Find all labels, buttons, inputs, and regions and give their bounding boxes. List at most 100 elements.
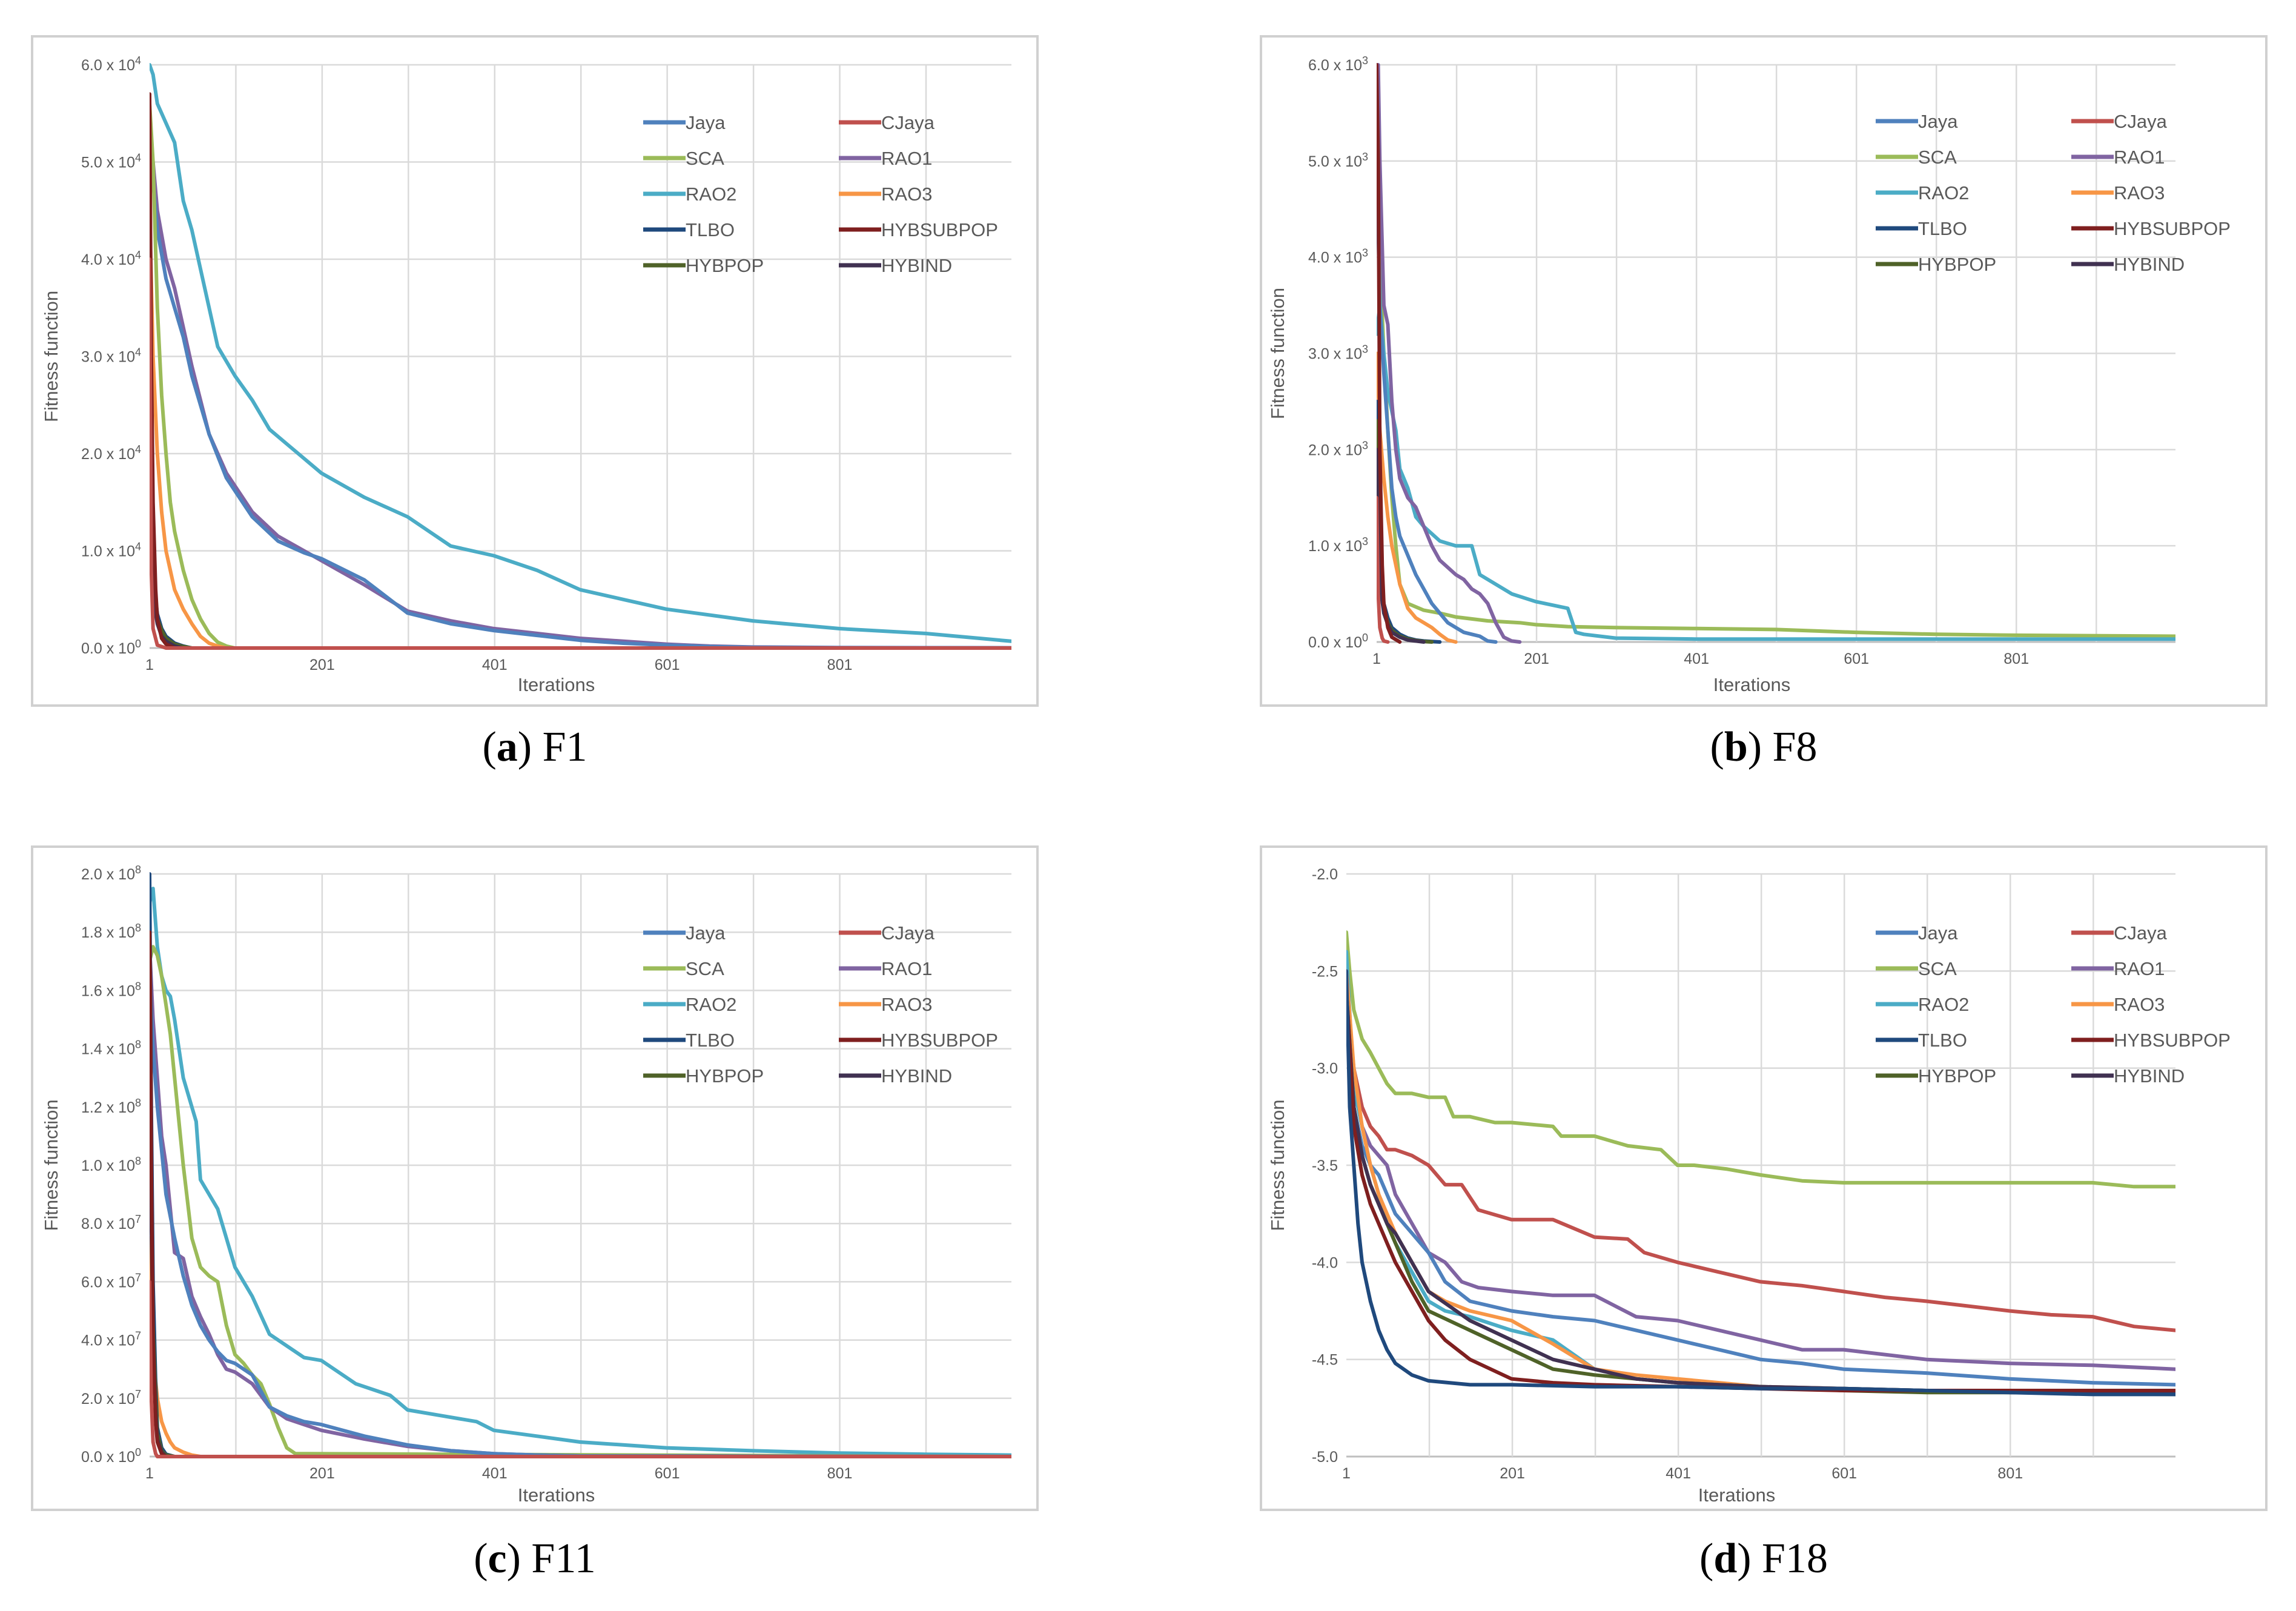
legend-label-hybsubpop: HYBSUBPOP bbox=[881, 1030, 998, 1051]
y-tick-label: 0.0 x 100 bbox=[81, 1446, 141, 1466]
y-tick-label: 0.0 x 100 bbox=[81, 638, 141, 657]
legend-label-rao1: RAO1 bbox=[2114, 958, 2165, 979]
legend-label-hybpop: HYBPOP bbox=[686, 255, 764, 276]
chart-frame bbox=[31, 35, 1039, 707]
x-tick-label: 601 bbox=[1844, 650, 1869, 667]
line-chart-a: 0.0 x 100 1.0 x 104 2.0 x 104 3.0 x 104 4.0 … bbox=[31, 35, 1039, 770]
series-line-rao3 bbox=[150, 208, 1011, 650]
y-tick-label: 2.0 x 107 bbox=[81, 1388, 141, 1408]
legend-label-jaya: Jaya bbox=[1918, 922, 1958, 944]
y-tick-label: 5.0 x 104 bbox=[81, 152, 141, 171]
legend-label-rao1: RAO1 bbox=[881, 958, 932, 979]
y-axis-title: Fitness function bbox=[41, 1099, 62, 1231]
legend-label-rao3: RAO3 bbox=[881, 994, 932, 1015]
series-line-hybsubpop bbox=[1377, 63, 1402, 644]
series-line-cjaya bbox=[150, 257, 1011, 650]
series-line-sca bbox=[1346, 930, 2175, 1189]
x-tick-label: 1 bbox=[145, 1465, 154, 1482]
series-line-sca bbox=[150, 945, 1011, 1458]
legend-label-hybpop: HYBPOP bbox=[686, 1065, 764, 1087]
legend-label-sca: SCA bbox=[686, 958, 724, 979]
legend-label-jaya: Jaya bbox=[686, 112, 726, 133]
legend-label-rao2: RAO2 bbox=[1918, 994, 1969, 1015]
y-tick-label: 6.0 x 103 bbox=[1308, 55, 1368, 74]
legend-label-hybind: HYBIND bbox=[2114, 254, 2185, 275]
series-line-jaya bbox=[150, 974, 1011, 1458]
panel-caption: (c) F11 bbox=[474, 1535, 596, 1582]
legend-label-tlbo: TLBO bbox=[1918, 218, 1967, 239]
legend-label-cjaya: CJaya bbox=[881, 922, 935, 944]
legend-label-rao1: RAO1 bbox=[2114, 147, 2165, 168]
x-tick-label: 801 bbox=[827, 657, 853, 673]
panel-caption: (b) F8 bbox=[1710, 724, 1818, 770]
x-tick-label: 601 bbox=[655, 1465, 680, 1482]
y-tick-label: -5.0 bbox=[1312, 1449, 1338, 1466]
y-tick-label: 6.0 x 107 bbox=[81, 1271, 141, 1291]
panel-caption: (a) F1 bbox=[482, 724, 587, 770]
series-line-tlbo bbox=[1346, 969, 2175, 1397]
series-line-rao1 bbox=[1346, 969, 2175, 1371]
y-tick-label: 2.0 x 103 bbox=[1308, 439, 1368, 458]
x-tick-label: 1 bbox=[145, 657, 154, 673]
series-line-jaya bbox=[1377, 159, 1498, 644]
y-tick-label: 1.6 x 108 bbox=[81, 980, 141, 999]
x-tick-label: 801 bbox=[2003, 650, 2029, 667]
x-axis-title: Iterations bbox=[1713, 674, 1791, 695]
y-tick-label: -3.5 bbox=[1312, 1157, 1338, 1174]
legend-label-cjaya: CJaya bbox=[881, 112, 935, 133]
legend-label-hybind: HYBIND bbox=[881, 1065, 952, 1087]
y-tick-label: 1.8 x 108 bbox=[81, 922, 141, 941]
legend-label-jaya: Jaya bbox=[1918, 111, 1958, 132]
x-axis-title: Iterations bbox=[518, 1484, 595, 1506]
legend-label-rao3: RAO3 bbox=[2114, 994, 2165, 1015]
series-group bbox=[150, 63, 1011, 650]
x-axis-title: Iterations bbox=[518, 674, 595, 695]
legend-label-hybsubpop: HYBSUBPOP bbox=[2114, 218, 2231, 239]
y-tick-label: 1.0 x 104 bbox=[81, 541, 141, 560]
panel-caption: (d) F18 bbox=[1699, 1535, 1828, 1582]
line-chart-d: -2.0 -2.5 -3.0 -3.5 -4.0 -4.5 -5.01 201 401 601 80… bbox=[1260, 845, 2268, 1582]
chart-panel-a: 0.0 x 100 1.0 x 104 2.0 x 104 3.0 x 104 4.0 … bbox=[0, 0, 1148, 806]
y-tick-label: -4.0 bbox=[1312, 1254, 1338, 1271]
series-group bbox=[1377, 63, 2175, 644]
chart-panel-c: 0.0 x 100 2.0 x 107 4.0 x 107 6.0 x 107 8.0 … bbox=[0, 806, 1148, 1611]
x-tick-label: 401 bbox=[1684, 650, 1709, 667]
y-tick-label: -2.5 bbox=[1312, 963, 1338, 980]
x-tick-label: 401 bbox=[482, 1465, 508, 1482]
x-tick-label: 1 bbox=[1342, 1465, 1351, 1482]
x-axis-title: Iterations bbox=[1698, 1484, 1776, 1506]
x-tick-label: 801 bbox=[1997, 1465, 2023, 1482]
x-tick-label: 601 bbox=[1831, 1465, 1857, 1482]
series-group bbox=[1346, 930, 2175, 1397]
legend-label-cjaya: CJaya bbox=[2114, 111, 2168, 132]
x-tick-label: 601 bbox=[655, 657, 680, 673]
chart-panel-b: 0.0 x 100 1.0 x 103 2.0 x 103 3.0 x 103 4.0 … bbox=[1148, 0, 2296, 806]
series-line-rao2 bbox=[150, 887, 1011, 1457]
chart-frame bbox=[1260, 845, 2268, 1511]
legend-label-hybsubpop: HYBSUBPOP bbox=[881, 219, 998, 240]
series-line-rao3 bbox=[1377, 351, 1458, 644]
y-axis-title: Fitness function bbox=[1267, 288, 1288, 419]
y-tick-label: 8.0 x 107 bbox=[81, 1213, 141, 1232]
legend-label-rao1: RAO1 bbox=[881, 148, 932, 169]
series-group bbox=[150, 872, 1011, 1458]
y-tick-label: -2.0 bbox=[1312, 866, 1338, 883]
y-tick-label: -4.5 bbox=[1312, 1352, 1338, 1369]
legend-label-rao2: RAO2 bbox=[1918, 182, 1969, 203]
x-tick-label: 201 bbox=[309, 657, 335, 673]
legend-label-hybind: HYBIND bbox=[881, 255, 952, 276]
y-tick-label: 4.0 x 103 bbox=[1308, 247, 1368, 266]
legend-label-sca: SCA bbox=[686, 148, 724, 169]
x-tick-label: 201 bbox=[1500, 1465, 1525, 1482]
series-line-jaya bbox=[150, 160, 1011, 650]
line-chart-c: 0.0 x 100 2.0 x 107 4.0 x 107 6.0 x 107 8.0 … bbox=[31, 845, 1039, 1582]
legend-label-sca: SCA bbox=[1918, 958, 1957, 979]
series-line-rao2 bbox=[150, 63, 1011, 643]
legend-label-cjaya: CJaya bbox=[2114, 922, 2168, 944]
x-tick-label: 401 bbox=[1666, 1465, 1691, 1482]
y-tick-label: 1.2 x 108 bbox=[81, 1097, 141, 1116]
chart-panel-d: -2.0 -2.5 -3.0 -3.5 -4.0 -4.5 -5.0 1 201 401 601 80… bbox=[1148, 806, 2296, 1611]
legend-label-rao3: RAO3 bbox=[2114, 182, 2165, 203]
y-tick-label: -3.0 bbox=[1312, 1060, 1338, 1077]
legend-label-hybsubpop: HYBSUBPOP bbox=[2114, 1030, 2231, 1051]
